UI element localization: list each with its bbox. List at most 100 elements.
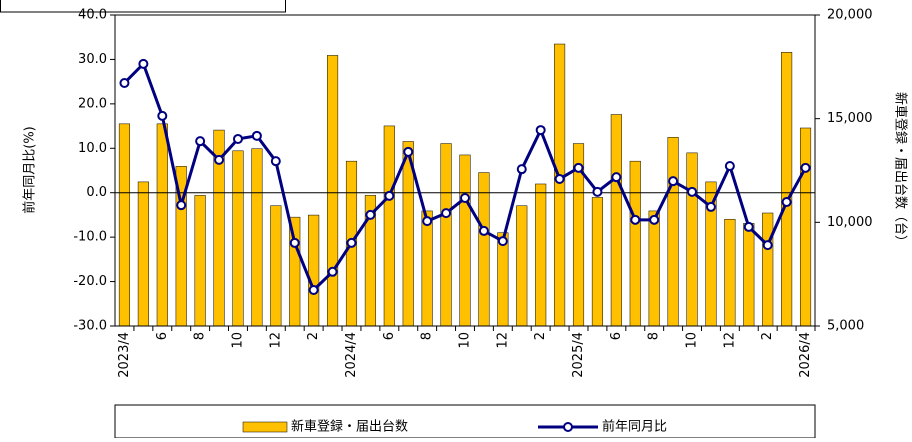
bar xyxy=(251,148,263,327)
bar xyxy=(762,212,774,327)
x-tick-label: 2 xyxy=(760,332,775,340)
y2-axis-label: 新車登録・届出台数（台） xyxy=(893,92,909,248)
y2-tick-label: 5,000 xyxy=(827,319,864,334)
x-tick-label: 6 xyxy=(609,332,624,340)
bar xyxy=(478,172,490,327)
line-marker xyxy=(516,164,527,175)
y-tick-label: 20.0 xyxy=(78,96,107,111)
line-marker xyxy=(195,136,206,147)
line-marker xyxy=(649,214,660,225)
y-tick-label: -20.0 xyxy=(73,274,107,289)
bar xyxy=(516,205,528,327)
bar xyxy=(781,52,793,327)
y2-tick-label: 15,000 xyxy=(827,111,873,126)
bar xyxy=(535,183,547,327)
bar xyxy=(383,125,395,327)
legend-swatch xyxy=(242,421,288,433)
x-tick-label: 8 xyxy=(647,332,662,340)
line-marker xyxy=(346,237,357,248)
line-marker xyxy=(705,201,716,212)
line-marker xyxy=(743,221,754,232)
x-tick-label: 2025/4 xyxy=(571,332,586,378)
bar xyxy=(591,197,603,327)
line-marker xyxy=(308,285,319,296)
legend-marker xyxy=(563,422,573,432)
x-tick-label: 2 xyxy=(533,332,548,340)
bar xyxy=(194,195,206,327)
line-marker xyxy=(289,237,300,248)
x-tick-label: 6 xyxy=(382,332,397,340)
line-marker xyxy=(384,190,395,201)
line-marker xyxy=(270,156,281,167)
line-marker xyxy=(724,161,735,172)
y-tick-label: 30.0 xyxy=(78,52,107,67)
bar xyxy=(156,123,168,327)
x-tick-label: 2024/4 xyxy=(344,332,359,378)
x-tick-label: 10 xyxy=(458,332,473,349)
line-marker xyxy=(157,110,168,121)
bar xyxy=(497,232,509,327)
bar xyxy=(421,210,433,327)
line-marker xyxy=(460,193,470,204)
line-marker xyxy=(762,240,773,251)
line-marker xyxy=(781,197,792,208)
bar xyxy=(232,150,244,327)
bar xyxy=(459,154,471,327)
x-tick-label: 6 xyxy=(155,332,170,340)
line-marker xyxy=(554,173,565,184)
y-axis-label: 前年同月比(%) xyxy=(22,126,38,214)
line-marker xyxy=(176,200,187,211)
line-marker xyxy=(630,214,641,225)
line-marker xyxy=(592,186,603,197)
line-marker xyxy=(535,125,546,136)
legend-label: 前年同月比 xyxy=(602,419,667,435)
x-tick-label: 12 xyxy=(495,332,510,349)
bar xyxy=(270,205,282,327)
line-marker xyxy=(251,130,262,141)
x-tick-label: 2 xyxy=(306,332,321,340)
line-marker xyxy=(119,77,130,88)
line-marker xyxy=(687,186,698,197)
bar xyxy=(327,55,339,327)
y2-tick-label: 10,000 xyxy=(827,215,873,230)
bar xyxy=(137,181,149,327)
line-marker xyxy=(365,209,376,220)
y-tick-label: -10.0 xyxy=(73,230,107,245)
bar xyxy=(610,114,622,327)
line-marker xyxy=(327,266,338,277)
plot-frame xyxy=(114,14,816,327)
line-marker xyxy=(497,236,508,247)
x-tick-label: 10 xyxy=(230,332,245,349)
bar xyxy=(554,43,566,327)
line-marker xyxy=(478,225,489,236)
line-marker xyxy=(422,216,433,227)
line-marker xyxy=(573,162,584,173)
line-marker xyxy=(800,162,811,173)
line-marker xyxy=(668,176,679,187)
line-marker xyxy=(232,133,243,144)
y-tick-label: 10.0 xyxy=(78,141,107,156)
bar xyxy=(629,160,641,327)
bar xyxy=(799,127,812,327)
x-tick-label: 2023/4 xyxy=(117,332,132,378)
x-tick-label: 8 xyxy=(193,332,208,340)
bar xyxy=(118,123,131,327)
y-tick-label: 0.0 xyxy=(86,185,107,200)
line-marker xyxy=(138,58,149,69)
y-tick-label: -30.0 xyxy=(73,319,107,334)
y2-tick-label: 20,000 xyxy=(827,8,873,23)
frame xyxy=(0,0,286,13)
x-tick-label: 8 xyxy=(420,332,435,340)
x-tick-label: 10 xyxy=(685,332,700,349)
x-tick-label: 12 xyxy=(722,332,737,349)
bar xyxy=(308,214,320,327)
bar xyxy=(648,210,660,327)
bar xyxy=(667,137,679,327)
legend-label: 新車登録・届出台数 xyxy=(291,419,408,435)
line-marker xyxy=(611,172,622,183)
line-marker xyxy=(403,146,414,157)
bar xyxy=(743,223,755,327)
x-tick-label: 2026/4 xyxy=(798,332,813,378)
bar xyxy=(440,143,452,327)
